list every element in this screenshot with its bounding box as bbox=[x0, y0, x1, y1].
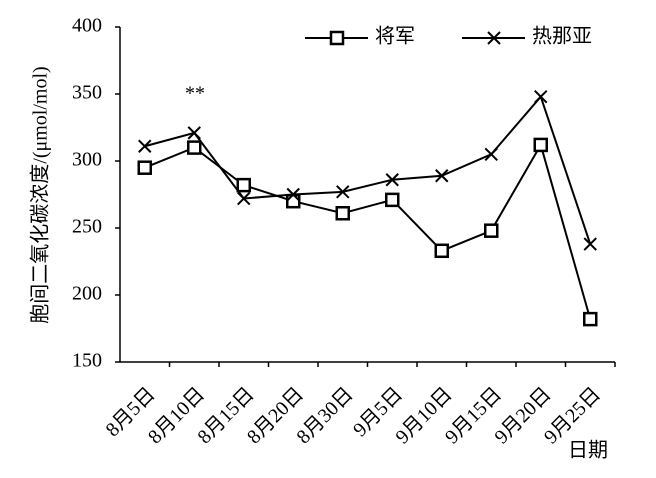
x-axis-label: 日期 bbox=[568, 440, 608, 462]
marker bbox=[237, 191, 251, 206]
marker bbox=[236, 177, 251, 193]
marker bbox=[487, 31, 501, 45]
x-tick-label: 8月30日 bbox=[292, 383, 357, 448]
marker bbox=[434, 243, 449, 259]
marker bbox=[583, 311, 598, 327]
y-tick-label: 300 bbox=[72, 149, 102, 171]
legend-label: 热那亚 bbox=[532, 25, 592, 48]
marker bbox=[484, 223, 499, 238]
marker bbox=[534, 89, 548, 104]
annotation: ** bbox=[185, 83, 205, 105]
marker bbox=[286, 187, 300, 202]
marker bbox=[385, 173, 399, 187]
series-line bbox=[144, 142, 592, 320]
x-tick-label: 9月25日 bbox=[540, 383, 605, 448]
y-axis-label: 胞间二氧化碳浓度/(μmol/mol) bbox=[29, 66, 52, 323]
marker bbox=[385, 192, 400, 208]
marker bbox=[286, 193, 301, 209]
legend-label: 将军 bbox=[375, 25, 415, 48]
marker bbox=[336, 185, 350, 199]
y-tick-label: 350 bbox=[72, 82, 102, 104]
y-tick-label: 200 bbox=[72, 283, 102, 305]
marker bbox=[187, 140, 202, 155]
marker bbox=[484, 147, 498, 162]
marker bbox=[187, 126, 201, 140]
marker bbox=[137, 160, 152, 175]
series-line bbox=[144, 94, 592, 245]
marker bbox=[583, 237, 597, 251]
y-tick-label: 250 bbox=[72, 216, 102, 238]
marker bbox=[533, 137, 548, 153]
y-tick-label: 150 bbox=[72, 350, 102, 372]
y-tick-label: 400 bbox=[72, 15, 102, 37]
marker bbox=[335, 206, 350, 221]
marker bbox=[329, 30, 345, 46]
marker bbox=[435, 169, 449, 183]
marker bbox=[138, 139, 152, 153]
